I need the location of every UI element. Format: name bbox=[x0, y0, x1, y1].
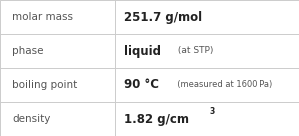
Text: 1.82 g/cm: 1.82 g/cm bbox=[124, 112, 189, 126]
Text: 251.7 g/mol: 251.7 g/mol bbox=[124, 10, 202, 24]
Text: boiling point: boiling point bbox=[12, 80, 77, 90]
Text: liquid: liquid bbox=[124, 44, 161, 58]
Text: molar mass: molar mass bbox=[12, 12, 73, 22]
Text: density: density bbox=[12, 114, 50, 124]
FancyBboxPatch shape bbox=[0, 102, 299, 136]
Text: (measured at 1600 Pa): (measured at 1600 Pa) bbox=[172, 81, 272, 89]
Text: phase: phase bbox=[12, 46, 43, 56]
FancyBboxPatch shape bbox=[0, 68, 299, 102]
Text: (at STP): (at STP) bbox=[175, 47, 213, 55]
FancyBboxPatch shape bbox=[0, 34, 299, 68]
FancyBboxPatch shape bbox=[0, 0, 299, 34]
Text: 3: 3 bbox=[210, 107, 215, 116]
Text: 90 °C: 90 °C bbox=[124, 78, 159, 92]
